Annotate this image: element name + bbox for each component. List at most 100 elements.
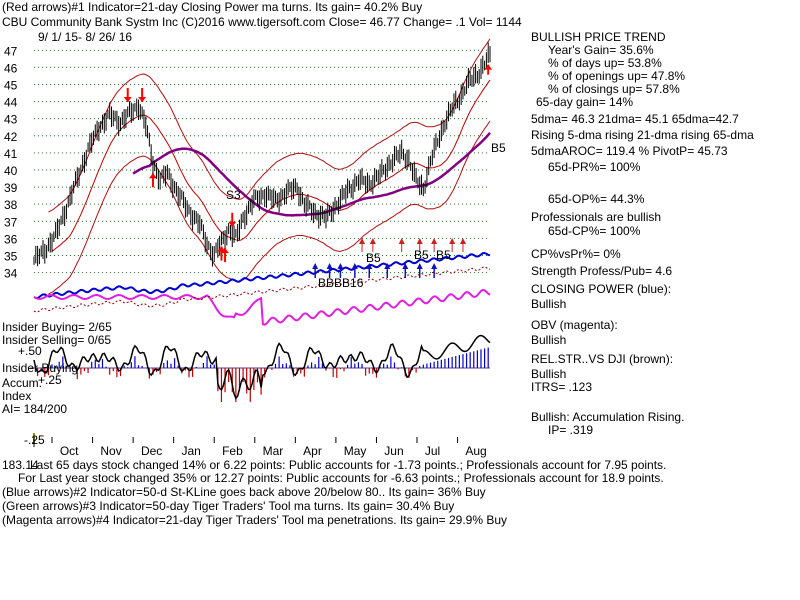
y-tick-36: 36: [4, 232, 18, 246]
y-tick-37: 37: [4, 215, 18, 229]
ma21-line: [51, 79, 491, 252]
y-tick-47: 47: [4, 44, 18, 58]
insider-buying-label-2: Insider Buying: [2, 361, 79, 375]
blue-buy-arrow-head: [402, 263, 409, 269]
month-label-feb: Feb: [222, 444, 243, 458]
rp-1: Year's Gain= 35.6%: [548, 43, 654, 57]
header-red-arrows: (Red arrows)#1 Indicator=21-day Closing …: [2, 0, 423, 14]
blue-buy-arrow-head: [326, 263, 333, 269]
rp-16: Bullish: [531, 297, 567, 311]
minus25-label: -.25: [24, 433, 45, 447]
month-label-jul: Jul: [425, 444, 440, 458]
index-label: Index: [2, 389, 32, 403]
rp-19: REL.STR..VS DJI (brown):: [531, 352, 674, 366]
blue-buy-arrow-head: [366, 263, 373, 269]
y-tick-34: 34: [4, 267, 18, 281]
ma65-line: [132, 132, 491, 217]
signal-b5-right: B5: [491, 141, 506, 155]
rel-strength-line: [33, 266, 491, 313]
signal-b5-jun-a: B5: [414, 248, 429, 262]
indicator-lines: [33, 251, 491, 326]
footer-line-3: (Blue arrows)#2 Indicator=50-d St-KLine …: [2, 485, 486, 499]
date-range: 9/ 1/ 15- 8/ 26/ 16: [38, 30, 133, 44]
signal-s3: S3: [226, 188, 241, 202]
month-label-dec: Dec: [141, 444, 162, 458]
plus50-label: +.50: [18, 344, 42, 358]
month-label-jun: Jun: [384, 444, 403, 458]
rp-0: BULLISH PRICE TREND: [531, 30, 666, 44]
obv-line: [33, 288, 491, 326]
rp-15: CLOSING POWER (blue):: [531, 282, 672, 296]
footer-line-2: For Last year stock changed 35% or 12.27…: [18, 471, 664, 485]
footer-line-4: (Green arrows)#3 Indicator=50-day Tiger …: [2, 499, 455, 513]
y-tick-39: 39: [4, 181, 18, 195]
magenta-buy-arrow-head: [369, 238, 376, 244]
month-label-aug: Aug: [465, 444, 486, 458]
rp-22: Bullish: Accumulation Rising.: [531, 410, 685, 424]
insider-selling-label: Insider Selling= 0/65: [2, 333, 112, 347]
rp-9: 65d-PR%= 100%: [548, 160, 641, 174]
insider-buying-label: Insider Buying= 2/65: [2, 320, 112, 334]
footer-line-5: (Magenta arrows)#4 Indicator=21-day Tige…: [2, 513, 508, 527]
footer-line-1: Last 65 days stock changed 14% or 6.22 p…: [30, 458, 667, 472]
month-label-oct: Oct: [60, 444, 79, 458]
rp-21: ITRS= .123: [531, 380, 593, 394]
month-label-jan: Jan: [182, 444, 201, 458]
moving-averages: [48, 38, 491, 295]
month-label-mar: Mar: [263, 444, 284, 458]
rp-23: IP= .319: [548, 423, 594, 437]
signal-b5-jun-b: B5: [436, 248, 451, 262]
red-buy-arrow-head: [221, 248, 230, 254]
lower-band-line: [48, 120, 491, 295]
month-label-apr: Apr: [303, 444, 322, 458]
signal-b-cluster: BBBB16: [318, 276, 364, 290]
magenta-buy-arrow-head: [398, 238, 405, 244]
price-gridlines: [30, 49, 490, 369]
y-tick-labels: 34 35 36 37 38 39 40 41 42 43 44 45 46 47: [4, 44, 18, 280]
rp-8: 5dmaAROC= 119.4 % PivotP= 45.73: [531, 144, 728, 158]
blue-buy-arrow-head: [384, 263, 391, 269]
rp-18: Bullish: [531, 333, 567, 347]
rp-7: Rising 5-dma rising 21-dma rising 65-dma: [531, 128, 754, 142]
rp-12: 65d-CP%= 100%: [548, 224, 641, 238]
footer-overlap: 183.14: [2, 458, 39, 472]
price-bars: [33, 42, 491, 267]
red-sell-arrow-head: [123, 96, 132, 102]
rp-3: % of openings up= 47.8%: [548, 69, 686, 83]
y-tick-43: 43: [4, 113, 18, 127]
rp-10: 65d-OP%= 44.3%: [548, 192, 645, 206]
magenta-buy-arrow-head: [431, 238, 438, 244]
closing-power-line: [33, 251, 491, 300]
signal-arrows: [33, 64, 493, 444]
rp-20: Bullish: [531, 367, 567, 381]
y-tick-44: 44: [4, 96, 18, 110]
y-tick-45: 45: [4, 78, 18, 92]
blue-buy-arrow-head: [431, 263, 438, 269]
blue-buy-arrow-head: [416, 263, 423, 269]
rp-11: Professionals are bullish: [531, 210, 662, 224]
upper-band-line: [48, 38, 491, 213]
red-sell-arrow-head: [138, 96, 147, 102]
blue-buy-arrow-head: [351, 263, 358, 269]
y-tick-46: 46: [4, 61, 18, 75]
accumulation-histogram: [33, 334, 491, 402]
y-tick-38: 38: [4, 198, 18, 212]
accum-label: Accum.: [2, 376, 43, 390]
month-label-nov: Nov: [100, 444, 121, 458]
x-month-labels: Oct Nov Dec Jan Feb Mar Apr May Jun Jul Aug: [33, 437, 487, 458]
magenta-buy-arrow-head: [416, 238, 423, 244]
rp-4: % of closings up= 57.8%: [548, 82, 680, 96]
month-label-may: May: [344, 444, 367, 458]
rp-2: % of days up= 53.8%: [548, 56, 662, 70]
ai-label: AI= 184/200: [2, 402, 68, 416]
rp-5: 65-day gain= 14%: [536, 95, 634, 109]
red-sell-arrow-head: [228, 221, 237, 227]
blue-buy-arrow-head: [312, 263, 319, 269]
accum-ma-line: [33, 334, 491, 400]
y-tick-40: 40: [4, 164, 18, 178]
header-title: CBU Community Bank Systm Inc (C)2016 www…: [2, 15, 522, 29]
plus25-label: +.25: [38, 373, 62, 387]
rp-6: 5dma= 46.3 21dma= 45.1 65dma=42.7: [531, 112, 739, 126]
red-buy-arrow-head: [484, 64, 493, 70]
